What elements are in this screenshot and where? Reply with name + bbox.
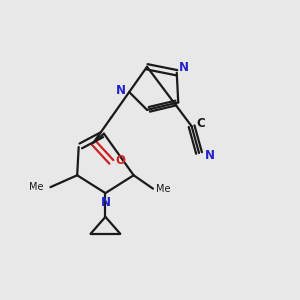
Text: O: O (116, 154, 126, 167)
Text: Me: Me (156, 184, 170, 194)
Text: N: N (179, 61, 189, 74)
Text: N: N (204, 149, 214, 162)
Text: Me: Me (29, 182, 44, 192)
Text: C: C (197, 117, 206, 130)
Text: N: N (101, 196, 111, 208)
Text: N: N (116, 84, 126, 97)
